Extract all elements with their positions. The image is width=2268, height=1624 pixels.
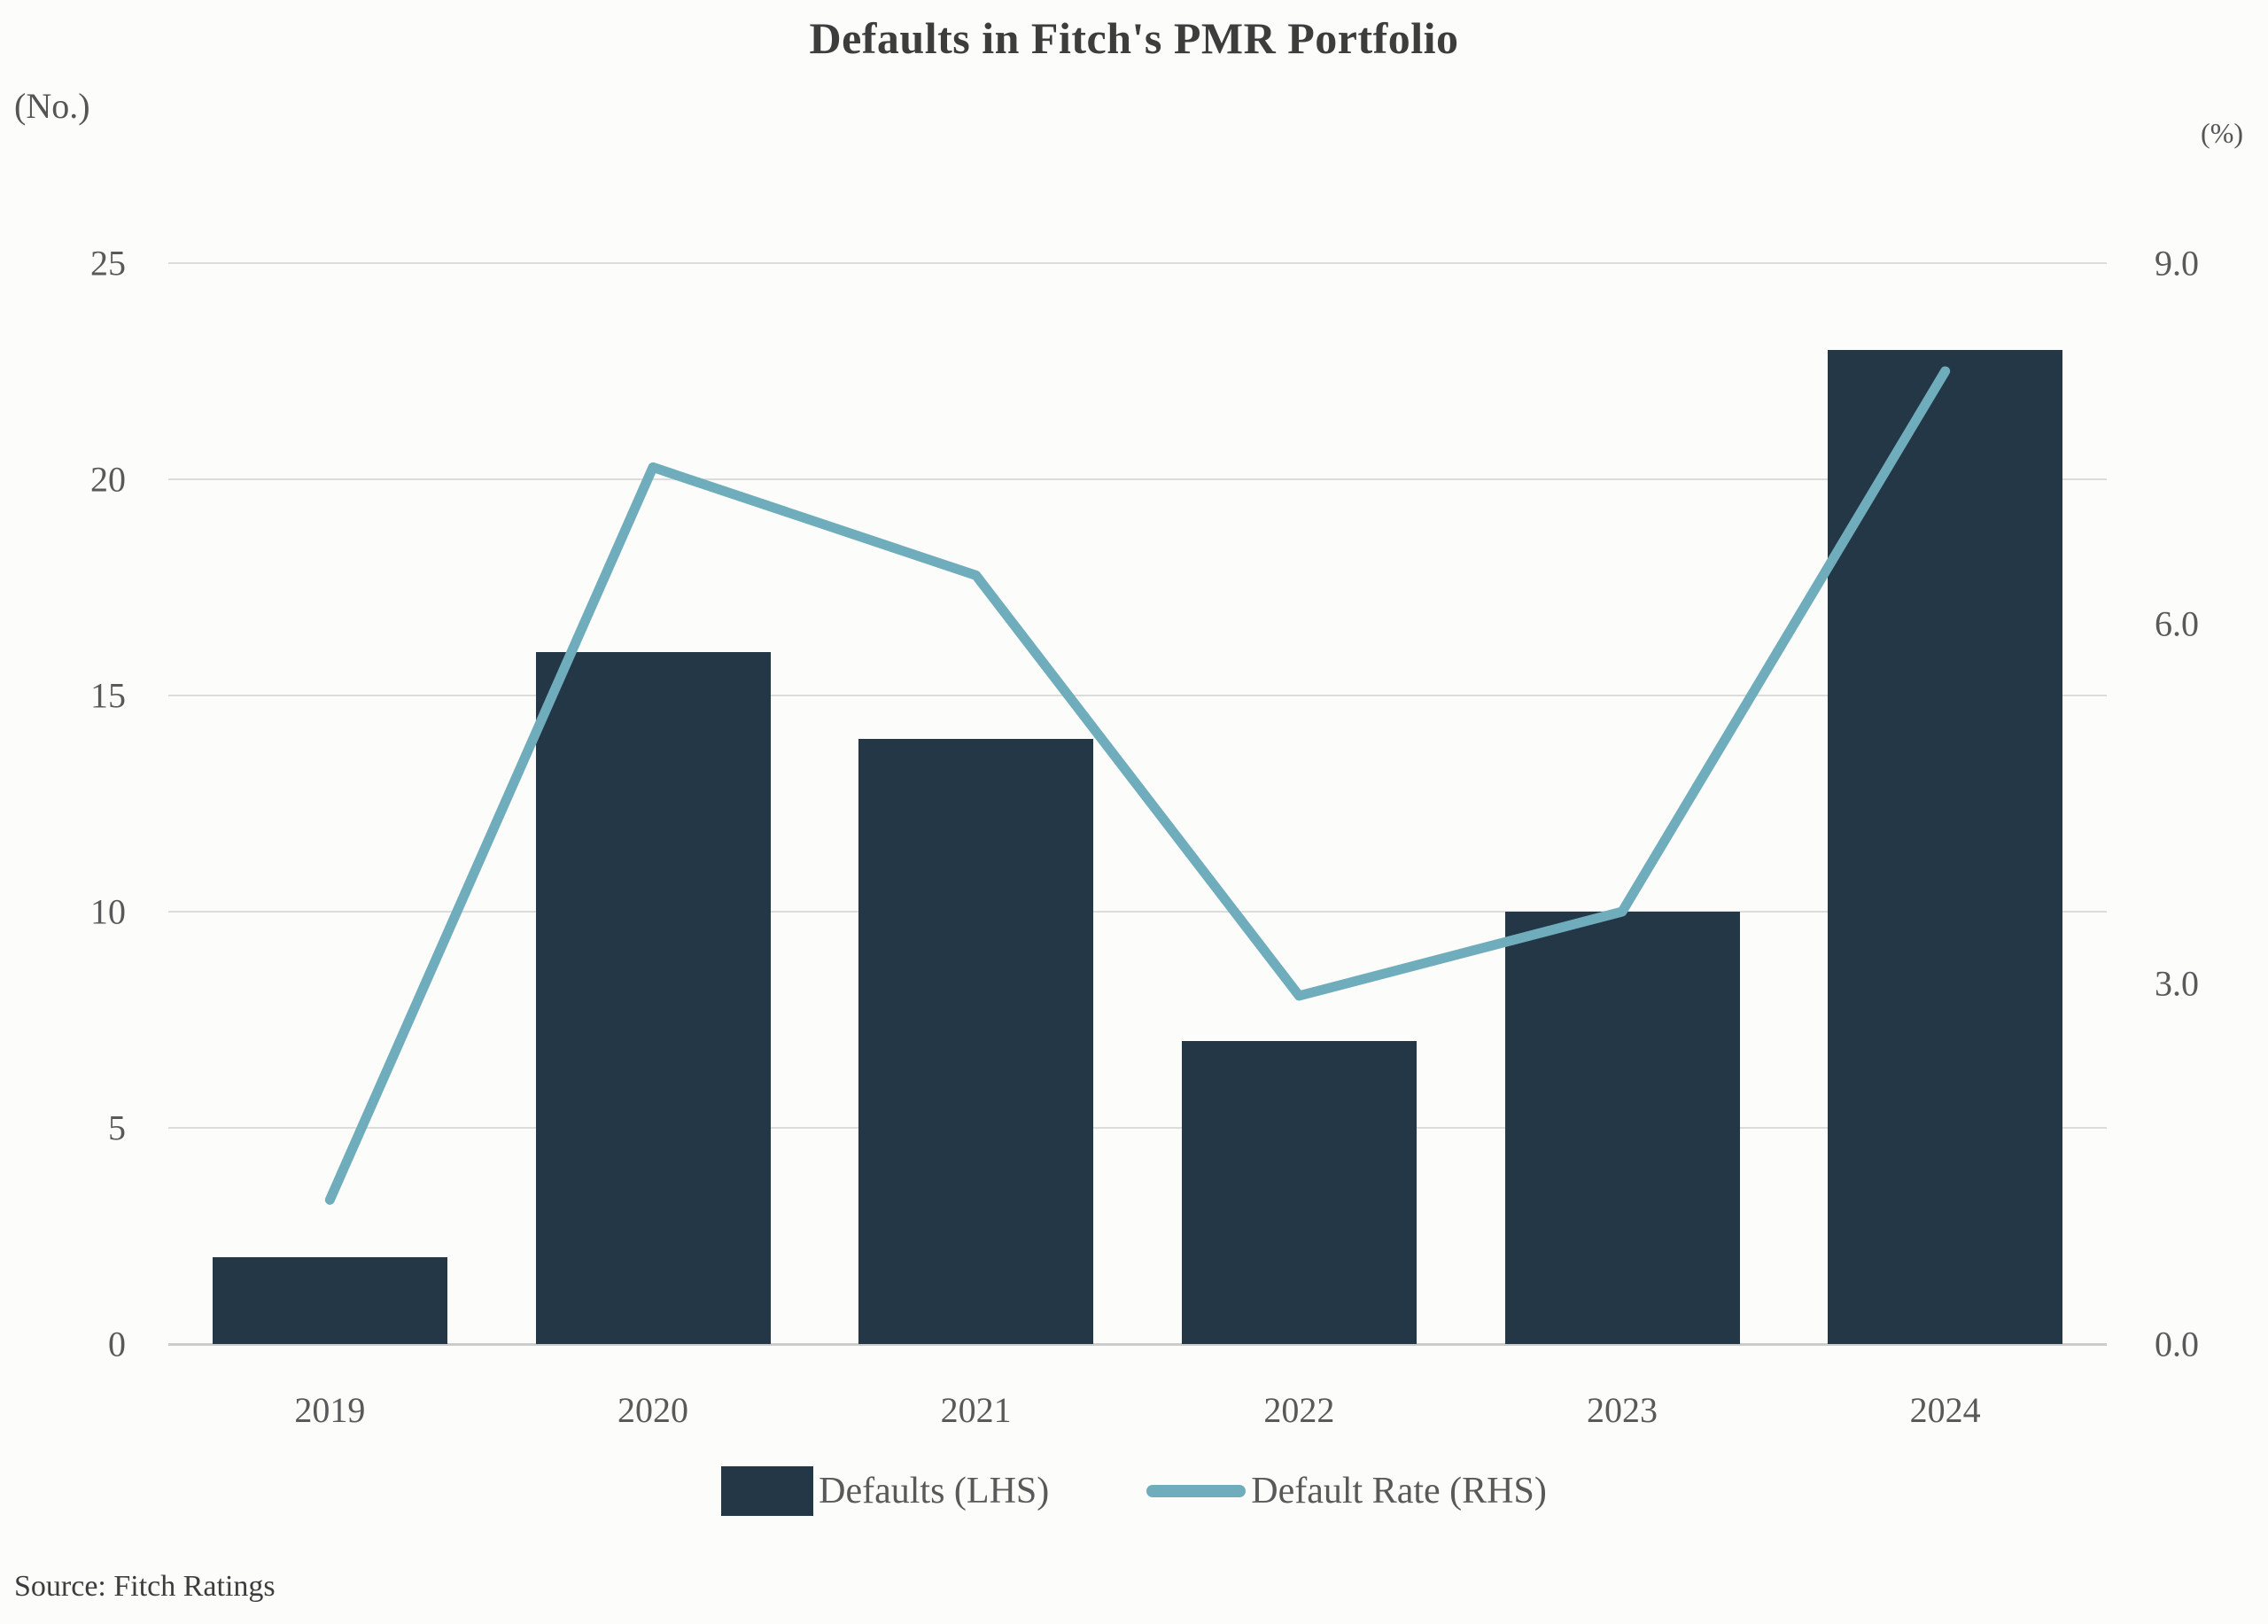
chart-title: Defaults in Fitch's PMR Portfolio <box>809 13 1459 63</box>
legend-item-defaults: Defaults (LHS) <box>721 1466 1049 1516</box>
left-axis-unit-label: (No.) <box>14 86 90 126</box>
x-axis-line <box>168 1343 2107 1346</box>
x-axis-label-2020: 2020 <box>617 1390 688 1430</box>
x-axis-label-2019: 2019 <box>294 1390 366 1430</box>
right-axis-tick-9.0: 9.0 <box>2155 243 2199 284</box>
left-axis-tick-10: 10 <box>90 891 126 932</box>
default-rate-line-layer <box>324 366 1951 1205</box>
defaults-bar-swatch <box>721 1466 814 1516</box>
left-axis-tick-5: 5 <box>108 1107 126 1148</box>
source-note: Source: Fitch Ratings <box>14 1570 276 1603</box>
x-axis-label-2024: 2024 <box>1909 1390 1981 1430</box>
legend-label-defaults: Defaults (LHS) <box>819 1471 1050 1511</box>
plot-area <box>168 262 2107 1346</box>
right-axis-tick-0.0: 0.0 <box>2155 1324 2199 1364</box>
legend-item-default-rate: Default Rate (RHS) <box>1146 1470 1547 1512</box>
bar-2024 <box>1828 349 2063 1344</box>
bar-2023 <box>1504 912 1740 1344</box>
left-axis-tick-15: 15 <box>90 675 126 716</box>
x-axis-label-2023: 2023 <box>1587 1390 1658 1430</box>
bar-2019 <box>212 1257 447 1344</box>
right-axis-tick-3.0: 3.0 <box>2155 963 2199 1004</box>
right-axis-unit-label: (%) <box>2201 117 2243 149</box>
gridline-5 <box>168 1127 2107 1129</box>
gridline-15 <box>168 695 2107 696</box>
left-axis-tick-20: 20 <box>90 459 126 500</box>
left-axis-tick-0: 0 <box>108 1324 126 1364</box>
default-rate-line-swatch <box>1146 1485 1247 1497</box>
gridline-20 <box>168 478 2107 480</box>
bar-2021 <box>858 738 1094 1344</box>
left-axis-tick-25: 25 <box>90 243 126 284</box>
bar-2020 <box>535 652 771 1344</box>
x-axis-label-2021: 2021 <box>940 1390 1012 1430</box>
default-rate-line <box>324 366 1951 1205</box>
x-axis-label-2022: 2022 <box>1263 1390 1335 1430</box>
gridline-10 <box>168 911 2107 913</box>
right-axis-tick-6.0: 6.0 <box>2155 603 2199 644</box>
gridline-25 <box>168 262 2107 264</box>
legend-label-default-rate: Default Rate (RHS) <box>1251 1471 1547 1511</box>
legend: Defaults (LHS) Default Rate (RHS) <box>0 1466 2268 1516</box>
bar-2022 <box>1181 1041 1417 1344</box>
